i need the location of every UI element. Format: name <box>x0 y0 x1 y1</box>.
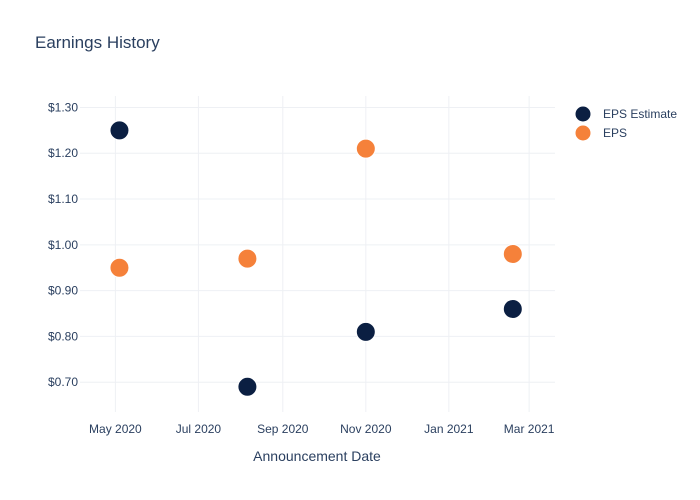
data-point[interactable] <box>502 244 523 264</box>
chart-title: Earnings History <box>35 33 160 52</box>
y-tick-label: $0.70 <box>48 375 78 389</box>
legend-marker <box>574 124 592 142</box>
data-point[interactable] <box>355 138 376 159</box>
legend[interactable]: EPS Estimate EPS <box>574 105 677 142</box>
y-tick-label: $0.90 <box>48 284 78 298</box>
x-axis-ticks: May 2020 Jul 2020 Sep 2020 Nov 2020 Jan 2021… <box>89 422 555 436</box>
series-eps-estimate <box>109 120 523 397</box>
x-axis-title: Announcement Date <box>253 448 381 464</box>
y-tick-label: $1.20 <box>48 146 78 160</box>
data-point[interactable] <box>109 257 130 278</box>
y-tick-label: $0.80 <box>48 329 78 343</box>
x-tick-label: Jul 2020 <box>176 422 222 436</box>
x-tick-label: Nov 2020 <box>340 422 392 436</box>
x-tick-label: Sep 2020 <box>257 422 309 436</box>
legend-label: EPS <box>603 126 627 140</box>
y-axis-ticks: $0.70 $0.80 $0.90 $1.00 $1.10 $1.20 $1.30 <box>48 100 78 389</box>
x-tick-label: Jan 2021 <box>424 422 474 436</box>
legend-label: EPS Estimate <box>603 107 677 121</box>
y-tick-label: $1.00 <box>48 238 78 252</box>
series-eps <box>109 138 523 278</box>
x-tick-label: May 2020 <box>89 422 142 436</box>
y-tick-label: $1.30 <box>48 100 78 114</box>
legend-item[interactable]: EPS Estimate <box>574 105 677 123</box>
legend-marker <box>574 105 592 123</box>
x-tick-label: Mar 2021 <box>504 422 555 436</box>
data-point[interactable] <box>355 321 376 342</box>
legend-item[interactable]: EPS <box>574 124 627 142</box>
data-point[interactable] <box>237 248 258 269</box>
grid-layer <box>80 96 555 412</box>
data-point[interactable] <box>502 298 523 319</box>
data-points <box>109 120 523 397</box>
data-point[interactable] <box>237 376 258 397</box>
y-tick-label: $1.10 <box>48 192 78 206</box>
data-point[interactable] <box>109 120 130 141</box>
